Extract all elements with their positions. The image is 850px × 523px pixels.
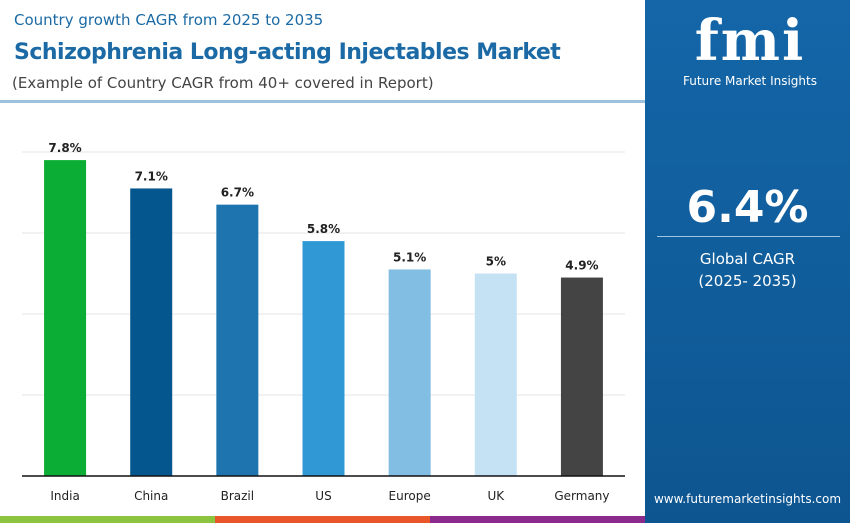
bar-uk xyxy=(474,273,517,476)
chart-subtitle: Country growth CAGR from 2025 to 2035 xyxy=(14,11,324,29)
logo-mark: fmi xyxy=(694,8,806,74)
bar-india xyxy=(44,160,87,476)
cagr-label: Global CAGR xyxy=(699,250,796,268)
bar-us xyxy=(302,241,345,476)
stripe-green xyxy=(0,516,215,523)
x-tick-label: UK xyxy=(487,489,505,503)
global-cagr-value: 6.4% xyxy=(686,182,809,233)
x-tick-label: Germany xyxy=(554,489,609,503)
data-label: 7.1% xyxy=(135,169,168,183)
data-label: 5% xyxy=(486,255,506,269)
bar-chart: 7.8% India 7.1% China 6.7% Brazil 5.8% US 5.1% Eu… xyxy=(22,141,625,503)
brand-name: Future Market Insights xyxy=(682,74,817,88)
x-tick-label: Brazil xyxy=(221,489,255,503)
data-label: 5.8% xyxy=(307,222,340,236)
divider xyxy=(657,236,840,237)
bar-germany xyxy=(560,277,603,476)
x-tick-label: US xyxy=(315,489,331,503)
data-label: 4.9% xyxy=(565,259,598,273)
chart-note: (Example of Country CAGR from 40+ covere… xyxy=(12,74,434,92)
bar-europe xyxy=(388,269,431,476)
x-tick-label: India xyxy=(50,489,79,503)
chart-title: Schizophrenia Long-acting Injectables Ma… xyxy=(14,40,561,65)
x-tick-label: Europe xyxy=(389,489,431,503)
bar-brazil xyxy=(216,204,259,476)
data-label: 6.7% xyxy=(221,186,254,200)
cagr-period: (2025- 2035) xyxy=(698,272,797,290)
stripe-orange xyxy=(215,516,430,523)
fmi-logo: fmi Future Market Insights xyxy=(675,10,825,88)
website-url: www.futuremarketinsights.com xyxy=(653,492,842,506)
data-label: 5.1% xyxy=(393,250,426,264)
stripe-purple xyxy=(430,516,645,523)
bar-china xyxy=(130,188,173,476)
side-panel xyxy=(645,0,850,523)
divider xyxy=(0,100,645,103)
data-label: 7.8% xyxy=(48,141,81,155)
global-cagr-label: Global CAGR (2025- 2035) xyxy=(645,248,850,292)
x-tick-label: China xyxy=(134,489,168,503)
